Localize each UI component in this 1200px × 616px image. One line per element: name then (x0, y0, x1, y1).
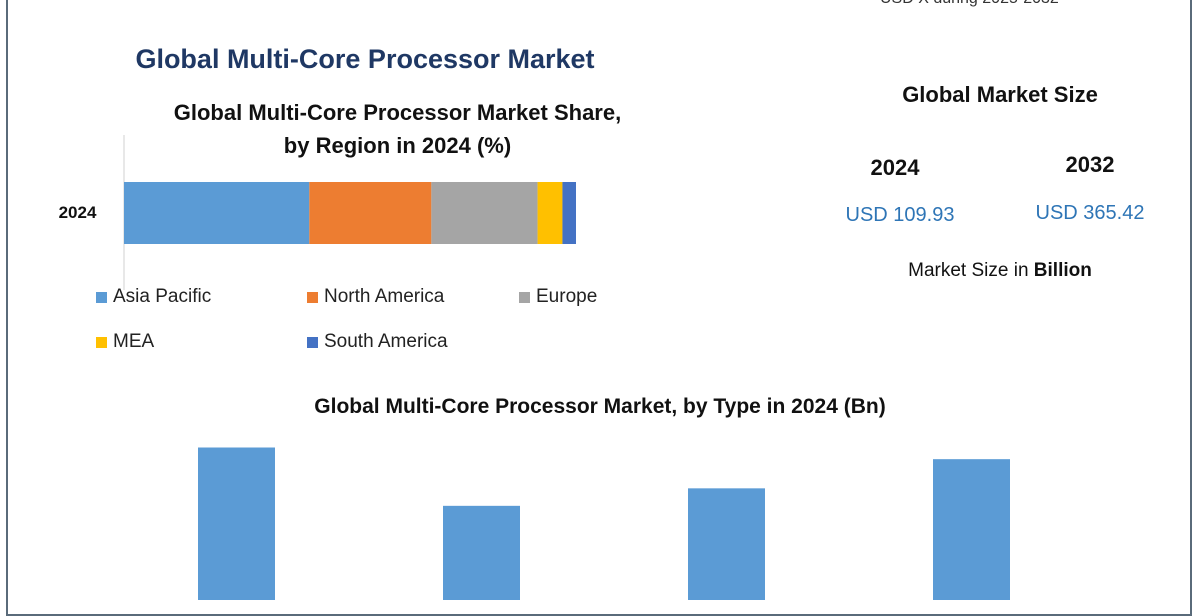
market-size-title: Global Market Size (902, 82, 1098, 107)
legend-label: Asia Pacific (113, 286, 212, 307)
region-share-title-line2: by Region in 2024 (%) (283, 133, 512, 158)
stacked-segment-asia-pacific (124, 182, 310, 244)
market-size-year-2032: 2032 (1065, 152, 1115, 177)
legend-label: North America (324, 286, 445, 307)
market-size-year-2024: 2024 (870, 155, 920, 180)
type-bar-group (198, 447, 1010, 600)
market-size-unit-bold: Billion (1033, 260, 1092, 281)
type-bar-4 (933, 459, 1010, 600)
legend-swatch (307, 336, 318, 348)
legend-label: South America (324, 331, 448, 352)
type-bar-1 (198, 447, 275, 600)
legend-item-south-america: South America (307, 331, 448, 353)
stacked-bar-category-label: 2024 (58, 203, 97, 222)
region-share-title-line1: Global Multi-Core Processor Market Share… (173, 100, 622, 125)
market-size-value-2032: USD 365.42 (1035, 202, 1145, 224)
legend-swatch (96, 336, 107, 348)
legend-item-europe: Europe (519, 286, 597, 308)
stacked-segment-europe (431, 182, 538, 244)
type-chart-title: Global Multi-Core Processor Market, by T… (314, 395, 886, 418)
legend-item-asia-pacific: Asia Pacific (96, 286, 211, 308)
market-size-value-2024: USD 109.93 (845, 204, 955, 226)
stacked-bar-group (124, 182, 576, 244)
type-bar-2 (443, 505, 520, 600)
stacked-segment-mea (537, 182, 563, 244)
legend-swatch (307, 291, 318, 303)
forecast-subtitle: USD X during 2025-2032 (880, 0, 1180, 8)
legend-item-north-america: North America (307, 286, 444, 308)
main-title: Global Multi-Core Processor Market (135, 44, 595, 74)
stacked-segment-south-america (562, 182, 576, 244)
legend-item-mea: MEA (96, 331, 154, 353)
region-share-chart-title: Global Multi-Core Processor Market Share… (120, 96, 675, 162)
legend-label: Europe (536, 286, 598, 307)
legend-swatch (519, 291, 530, 303)
market-size-unit: Market Size in Billion (850, 260, 1150, 282)
stacked-segment-north-america (309, 182, 432, 244)
charts-canvas (123, 135, 1010, 600)
legend-label: MEA (113, 331, 155, 352)
market-size-unit-prefix: Market Size in (908, 260, 1034, 281)
legend-swatch (96, 291, 107, 303)
type-bar-3 (688, 488, 765, 600)
